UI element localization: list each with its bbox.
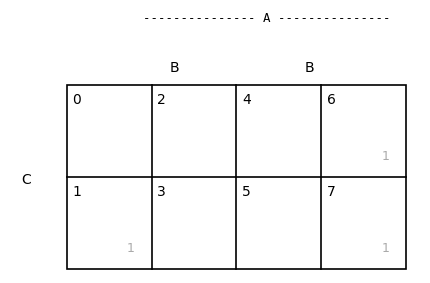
Text: 1: 1 bbox=[381, 242, 389, 255]
Text: B: B bbox=[305, 61, 314, 75]
Text: --------------- A ---------------: --------------- A --------------- bbox=[143, 12, 390, 25]
Text: 1: 1 bbox=[72, 185, 81, 199]
Text: 7: 7 bbox=[327, 185, 336, 199]
Text: 4: 4 bbox=[242, 93, 251, 107]
Text: 3: 3 bbox=[157, 185, 166, 199]
Text: 5: 5 bbox=[242, 185, 251, 199]
Text: 6: 6 bbox=[327, 93, 336, 107]
Text: 2: 2 bbox=[157, 93, 166, 107]
Bar bbox=[67, 85, 406, 269]
Text: 1: 1 bbox=[126, 242, 134, 255]
Text: B: B bbox=[169, 61, 179, 75]
Text: C: C bbox=[21, 173, 31, 187]
Text: 1: 1 bbox=[381, 150, 389, 163]
Text: 0: 0 bbox=[72, 93, 81, 107]
